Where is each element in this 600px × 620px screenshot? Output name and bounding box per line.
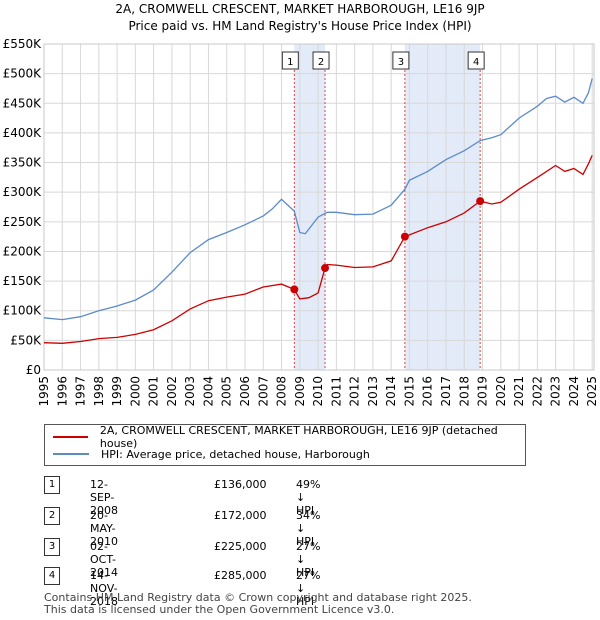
x-tick-label: 2017 <box>439 376 453 407</box>
sale-label-box <box>312 51 330 70</box>
x-tick-label: 2012 <box>348 376 362 407</box>
transaction-price: £285,000 <box>214 569 267 582</box>
sale-point <box>321 264 330 273</box>
legend-item-hpi: HPI: Average price, detached house, Harb… <box>53 446 370 462</box>
x-tick-label: 2015 <box>402 376 416 407</box>
y-tick-label: £400K <box>3 126 43 140</box>
legend-item-property: 2A, CROMWELL CRESCENT, MARKET HARBOROUGH… <box>53 424 525 450</box>
sale-label-box <box>467 51 485 70</box>
x-tick-label: 1995 <box>37 376 51 407</box>
y-tick-label: £200K <box>3 244 43 258</box>
chart-title: 2A, CROMWELL CRESCENT, MARKET HARBOROUGH… <box>115 2 484 16</box>
x-tick-label: 1997 <box>74 376 88 407</box>
hpi-line <box>43 78 593 321</box>
transaction-date: 12-SEP-2008 <box>90 478 118 517</box>
x-tick-label: 2007 <box>256 376 270 407</box>
transaction-date: 20-MAY-2010 <box>90 509 118 548</box>
chart-subtitle: Price paid vs. HM Land Registry's House … <box>128 19 471 33</box>
price-chart: 2A, CROMWELL CRESCENT, MARKET HARBOROUGH… <box>3 2 600 407</box>
x-tick-label: 2004 <box>201 376 215 407</box>
y-tick-label: £0 <box>26 363 41 377</box>
x-tick-label: 2000 <box>128 376 142 407</box>
transaction-hpi-diff: 34% ↓ HPI <box>296 509 321 548</box>
legend-label-property: 2A, CROMWELL CRESCENT, MARKET HARBOROUGH… <box>99 424 498 450</box>
sale-label: 4 <box>473 57 479 68</box>
footer-copyright: Contains HM Land Registry data © Crown c… <box>44 591 472 604</box>
sale-label: 3 <box>398 57 404 68</box>
plot-border <box>43 43 595 371</box>
sale-point <box>400 232 409 241</box>
y-tick-label: £100K <box>3 304 43 318</box>
sale-point <box>290 285 299 294</box>
x-tick-label: 2024 <box>567 376 581 407</box>
x-tick-label: 2022 <box>530 376 544 407</box>
footer-licence: This data is licensed under the Open Gov… <box>44 603 395 616</box>
shaded-range <box>404 44 481 370</box>
shaded-range <box>294 44 326 370</box>
sale-point <box>476 197 485 206</box>
x-tick-label: 1999 <box>110 376 124 407</box>
y-tick-label: £150K <box>3 274 43 288</box>
x-tick-label: 2013 <box>366 376 380 407</box>
transaction-hpi-diff: 27% ↓ HPI <box>296 540 321 579</box>
x-tick-label: 2016 <box>421 376 435 407</box>
y-tick-label: £550K <box>3 37 43 51</box>
transaction-hpi-diff: 27% ↓ HPI <box>296 569 321 608</box>
legend-label-hpi: HPI: Average price, detached house, Harb… <box>101 447 370 461</box>
property-price-line <box>43 155 593 344</box>
x-tick-label: 2003 <box>183 376 197 407</box>
x-tick-label: 1996 <box>55 376 69 407</box>
x-tick-label: 2023 <box>549 376 563 407</box>
transaction-number: 2 <box>44 507 60 525</box>
sale-label: 2 <box>318 57 324 68</box>
y-tick-label: £250K <box>3 215 43 229</box>
x-tick-label: 2005 <box>220 376 234 407</box>
sale-label-box <box>392 51 410 70</box>
transaction-date: 14-NOV-2018 <box>90 569 118 608</box>
x-tick-label: 2014 <box>384 376 398 407</box>
x-tick-label: 2002 <box>165 376 179 407</box>
transaction-date: 02-OCT-2014 <box>90 540 118 579</box>
transaction-price: £136,000 <box>214 478 267 491</box>
x-tick-label: 2021 <box>512 376 526 407</box>
y-tick-label: £50K <box>10 333 42 347</box>
x-tick-label: 2006 <box>238 376 252 407</box>
y-tick-label: £300K <box>3 185 43 199</box>
x-tick-label: 2025 <box>585 376 599 407</box>
transaction-number: 3 <box>44 538 60 556</box>
transaction-price: £225,000 <box>214 540 267 553</box>
sale-label-box <box>281 51 299 70</box>
x-tick-label: 2020 <box>494 376 508 407</box>
x-tick-label: 2008 <box>275 376 289 407</box>
y-tick-label: £500K <box>3 67 43 81</box>
transaction-number: 4 <box>44 567 60 585</box>
legend-swatch-property <box>53 436 88 438</box>
x-tick-label: 2019 <box>476 376 490 407</box>
y-tick-label: £350K <box>3 156 43 170</box>
transaction-number: 1 <box>44 476 60 494</box>
x-tick-label: 2001 <box>147 376 161 407</box>
y-tick-label: £450K <box>3 96 43 110</box>
legend-swatch-hpi <box>53 453 89 455</box>
x-tick-label: 2010 <box>311 376 325 407</box>
chart-legend: 2A, CROMWELL CRESCENT, MARKET HARBOROUGH… <box>44 424 526 466</box>
x-tick-label: 2011 <box>329 376 343 407</box>
transaction-price: £172,000 <box>214 509 267 522</box>
x-tick-label: 2018 <box>457 376 471 407</box>
transaction-hpi-diff: 49% ↓ HPI <box>296 478 321 517</box>
x-tick-label: 2009 <box>293 376 307 407</box>
sale-label: 1 <box>287 57 293 68</box>
x-tick-label: 1998 <box>92 376 106 407</box>
